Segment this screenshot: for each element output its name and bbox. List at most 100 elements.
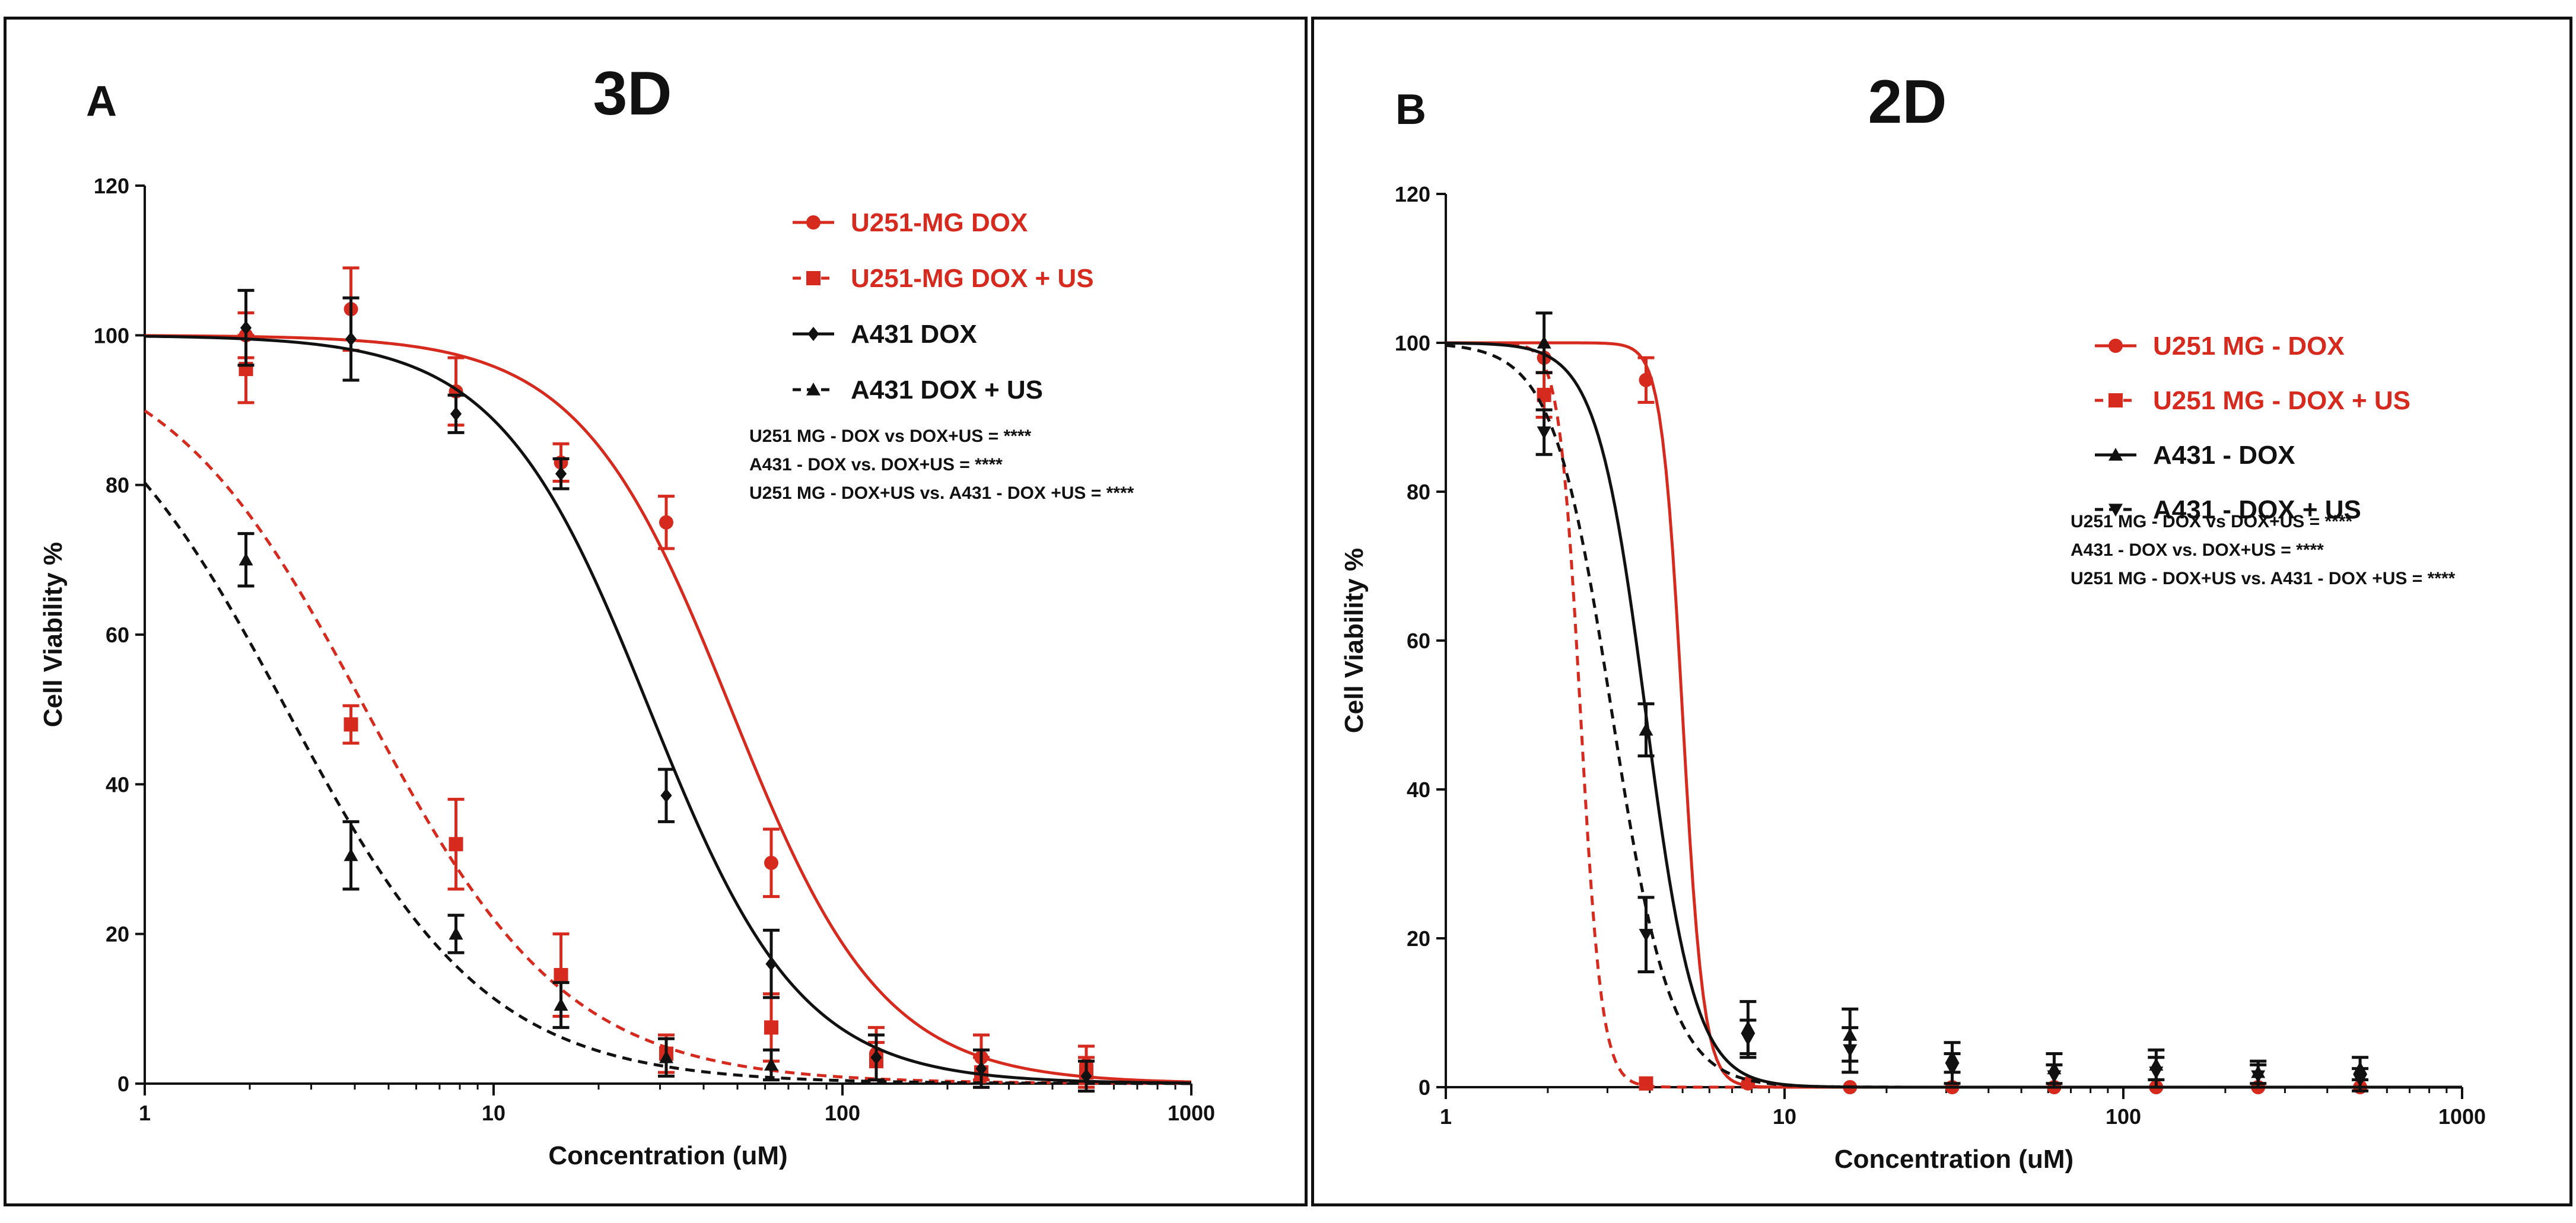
y-tick-label: 120 bbox=[94, 174, 129, 198]
y-tick-label: 100 bbox=[1395, 331, 1430, 355]
data-point bbox=[555, 466, 567, 481]
significance-annotation: U251 MG - DOX+US vs. A431 - DOX +US = **… bbox=[2071, 569, 2456, 588]
legend-marker bbox=[2108, 339, 2123, 353]
data-point bbox=[764, 1020, 778, 1035]
x-tick-label: 100 bbox=[2106, 1104, 2141, 1129]
x-axis-label: Concentration (uM) bbox=[548, 1141, 787, 1170]
data-point bbox=[1537, 336, 1551, 349]
series-group bbox=[144, 482, 1192, 1085]
y-tick-label: 80 bbox=[1407, 480, 1430, 504]
y-tick-label: 20 bbox=[106, 922, 129, 947]
data-point bbox=[2251, 1070, 2266, 1084]
panel-label-2d: B bbox=[1395, 86, 1426, 133]
x-tick-label: 1000 bbox=[1168, 1101, 1215, 1125]
data-point bbox=[659, 1050, 673, 1063]
legend-marker bbox=[2108, 448, 2123, 461]
series-group bbox=[144, 333, 1192, 1089]
y-tick-label: 20 bbox=[1407, 926, 1430, 951]
panel-2d: B 2D 0 20 40 60 80 100 120 1 10 100 1000 Concentratio… bbox=[1311, 17, 2572, 1206]
y-tick-label: 80 bbox=[106, 473, 129, 498]
data-point bbox=[1741, 1033, 1756, 1046]
legend-label: A431 - DOX + US bbox=[2153, 495, 2361, 524]
panel-label-3d: A bbox=[86, 78, 117, 125]
data-point bbox=[554, 998, 568, 1011]
series-fit-curve bbox=[144, 334, 1192, 1084]
x-tick-label: 10 bbox=[482, 1101, 505, 1125]
series-group bbox=[1445, 343, 2462, 1093]
legend-marker bbox=[806, 383, 820, 396]
data-point bbox=[449, 926, 463, 940]
data-point bbox=[765, 957, 777, 972]
data-point bbox=[2149, 1066, 2164, 1079]
data-point bbox=[1639, 372, 1653, 387]
data-point bbox=[1945, 1063, 1960, 1076]
y-tick-label: 0 bbox=[1419, 1075, 1430, 1100]
y-axis-label: Cell Viability % bbox=[1340, 548, 1369, 733]
y-tick-label: 120 bbox=[1395, 182, 1430, 206]
data-point bbox=[345, 332, 357, 346]
y-tick-label: 0 bbox=[117, 1072, 129, 1096]
legend-label: A431 - DOX bbox=[2153, 441, 2295, 470]
legend-label: U251-MG DOX + US bbox=[851, 264, 1094, 293]
series-fit-curve bbox=[1446, 341, 2462, 1089]
legend-label: U251 MG - DOX bbox=[2153, 332, 2345, 361]
data-point bbox=[2353, 1074, 2368, 1087]
legend-marker bbox=[2108, 504, 2123, 517]
significance-annotation: A431 - DOX vs. DOX+US = **** bbox=[749, 455, 1003, 474]
legend-marker bbox=[2108, 393, 2123, 407]
significance-annotation: A431 - DOX vs. DOX+US = **** bbox=[2071, 540, 2324, 560]
series-group bbox=[1445, 311, 2462, 1089]
data-point bbox=[1537, 426, 1551, 439]
data-point bbox=[660, 788, 672, 803]
data-point bbox=[764, 1058, 778, 1071]
data-point bbox=[1639, 929, 1653, 942]
data-point bbox=[975, 1061, 987, 1076]
data-point bbox=[764, 855, 778, 870]
series-group bbox=[1446, 341, 2462, 1091]
data-point bbox=[659, 515, 673, 530]
x-axis-label: Concentration (uM) bbox=[1834, 1145, 2073, 1174]
y-tick-label: 40 bbox=[1407, 778, 1430, 802]
data-point bbox=[554, 968, 568, 983]
significance-annotation: U251 MG - DOX+US vs. A431 - DOX +US = **… bbox=[749, 483, 1134, 503]
series-fit-curve bbox=[144, 335, 1192, 1085]
legend-marker bbox=[806, 271, 820, 285]
y-tick-label: 40 bbox=[106, 772, 129, 797]
data-point bbox=[240, 320, 252, 335]
x-tick-label: 10 bbox=[1773, 1104, 1796, 1129]
legend-label: A431 DOX + US bbox=[851, 375, 1043, 405]
series-fit-curve bbox=[144, 409, 1192, 1085]
y-tick-label: 60 bbox=[106, 623, 129, 647]
series-group bbox=[144, 289, 1192, 1093]
data-point bbox=[450, 406, 462, 421]
data-point bbox=[1080, 1069, 1092, 1084]
x-tick-label: 1 bbox=[139, 1101, 151, 1125]
data-point bbox=[344, 848, 358, 861]
chart-title-2d: 2D bbox=[1868, 68, 1947, 136]
y-tick-label: 60 bbox=[1407, 629, 1430, 653]
legend-marker bbox=[806, 215, 820, 230]
series-fit-curve bbox=[144, 482, 1192, 1085]
y-axis-label: Cell Viability % bbox=[39, 542, 68, 727]
data-point bbox=[1843, 1044, 1858, 1058]
legend-label: U251-MG DOX bbox=[851, 208, 1028, 237]
legend-marker bbox=[807, 327, 819, 341]
data-point bbox=[870, 1050, 882, 1065]
data-point bbox=[449, 837, 463, 852]
series-fit-curve bbox=[1445, 343, 2462, 1089]
data-point bbox=[1639, 722, 1653, 736]
significance-annotation: U251 MG - DOX vs DOX+US = **** bbox=[749, 426, 1032, 446]
x-tick-label: 1 bbox=[1440, 1104, 1452, 1129]
y-tick-label: 100 bbox=[94, 323, 129, 348]
legend-label: U251 MG - DOX + US bbox=[2153, 386, 2410, 415]
x-tick-label: 1000 bbox=[2438, 1104, 2486, 1129]
panel-3d: A 3D 0 20 40 60 80 100 120 1 10 100 1000 Concentratio… bbox=[4, 17, 1308, 1206]
data-point bbox=[238, 552, 253, 566]
data-point bbox=[344, 717, 358, 732]
legend-label: A431 DOX bbox=[851, 320, 977, 349]
data-point bbox=[2047, 1070, 2062, 1084]
significance-annotation: U251 MG - DOX vs DOX+US = **** bbox=[2071, 512, 2353, 531]
chart-title-3d: 3D bbox=[593, 59, 672, 128]
